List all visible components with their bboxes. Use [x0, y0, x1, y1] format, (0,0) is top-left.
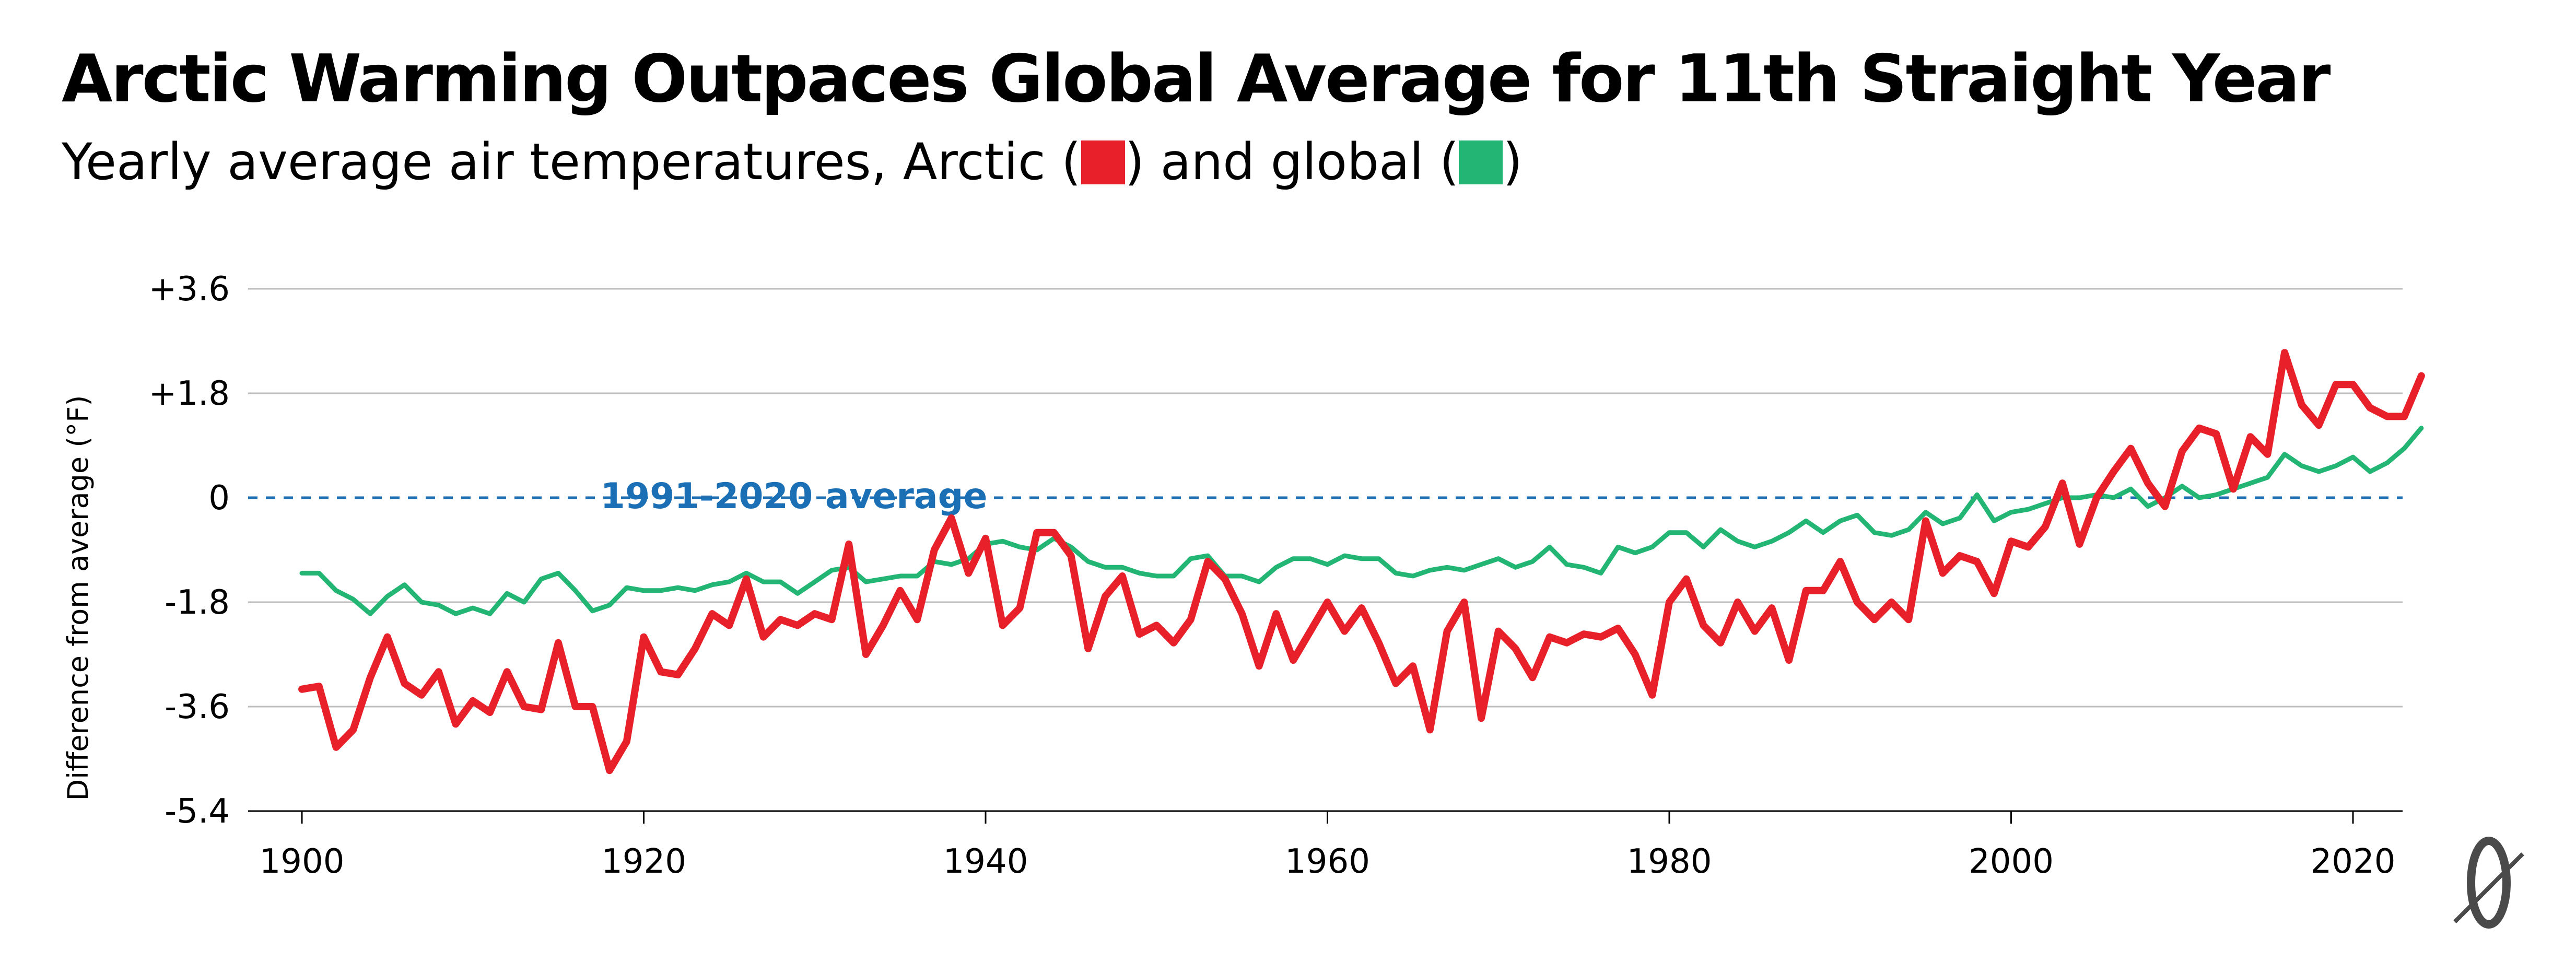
- x-tick-label: 2020: [2311, 842, 2396, 881]
- y-tick-label: +3.6: [149, 270, 230, 309]
- x-tick-label: 2000: [1969, 842, 2054, 881]
- arctic-color-swatch: [1081, 140, 1125, 184]
- x-tick-label: 1960: [1285, 842, 1370, 881]
- x-tick-label: 1940: [943, 842, 1028, 881]
- chart-title: Arctic Warming Outpaces Global Average f…: [62, 40, 2331, 117]
- x-tick-label: 1900: [260, 842, 345, 881]
- y-tick-label: 0: [208, 479, 230, 518]
- reference-line-label: 1991-2020 average: [601, 476, 988, 517]
- global-color-swatch: [1459, 140, 1503, 184]
- global-temperature-line: [299, 426, 2424, 616]
- subtitle-text-start: Yearly average air temperatures, Arctic …: [62, 133, 1081, 191]
- horizontal-gridlines: [248, 288, 2403, 812]
- data-series: [298, 349, 2425, 775]
- y-axis-tick-labels: +3.6 +1.8 0 -1.8 -3.6 -5.4: [149, 270, 230, 831]
- x-tick-label: 1920: [601, 842, 686, 881]
- x-axis: 1900 1920 1940 1960 1980 2000 2020: [260, 811, 2396, 881]
- y-axis-title: Difference from average (°F): [62, 395, 95, 801]
- y-tick-label: -1.8: [165, 583, 230, 622]
- publisher-logo-icon: [2453, 837, 2524, 929]
- chart-subtitle: Yearly average air temperatures, Arctic …: [62, 137, 1523, 187]
- y-tick-label: -5.4: [165, 792, 230, 831]
- subtitle-text-middle: ) and global (: [1125, 133, 1459, 191]
- y-tick-label: +1.8: [149, 374, 230, 413]
- subtitle-text-end: ): [1503, 133, 1523, 191]
- x-tick-label: 1980: [1627, 842, 1712, 881]
- y-tick-label: -3.6: [165, 688, 230, 726]
- arctic-temperature-line: [298, 349, 2425, 775]
